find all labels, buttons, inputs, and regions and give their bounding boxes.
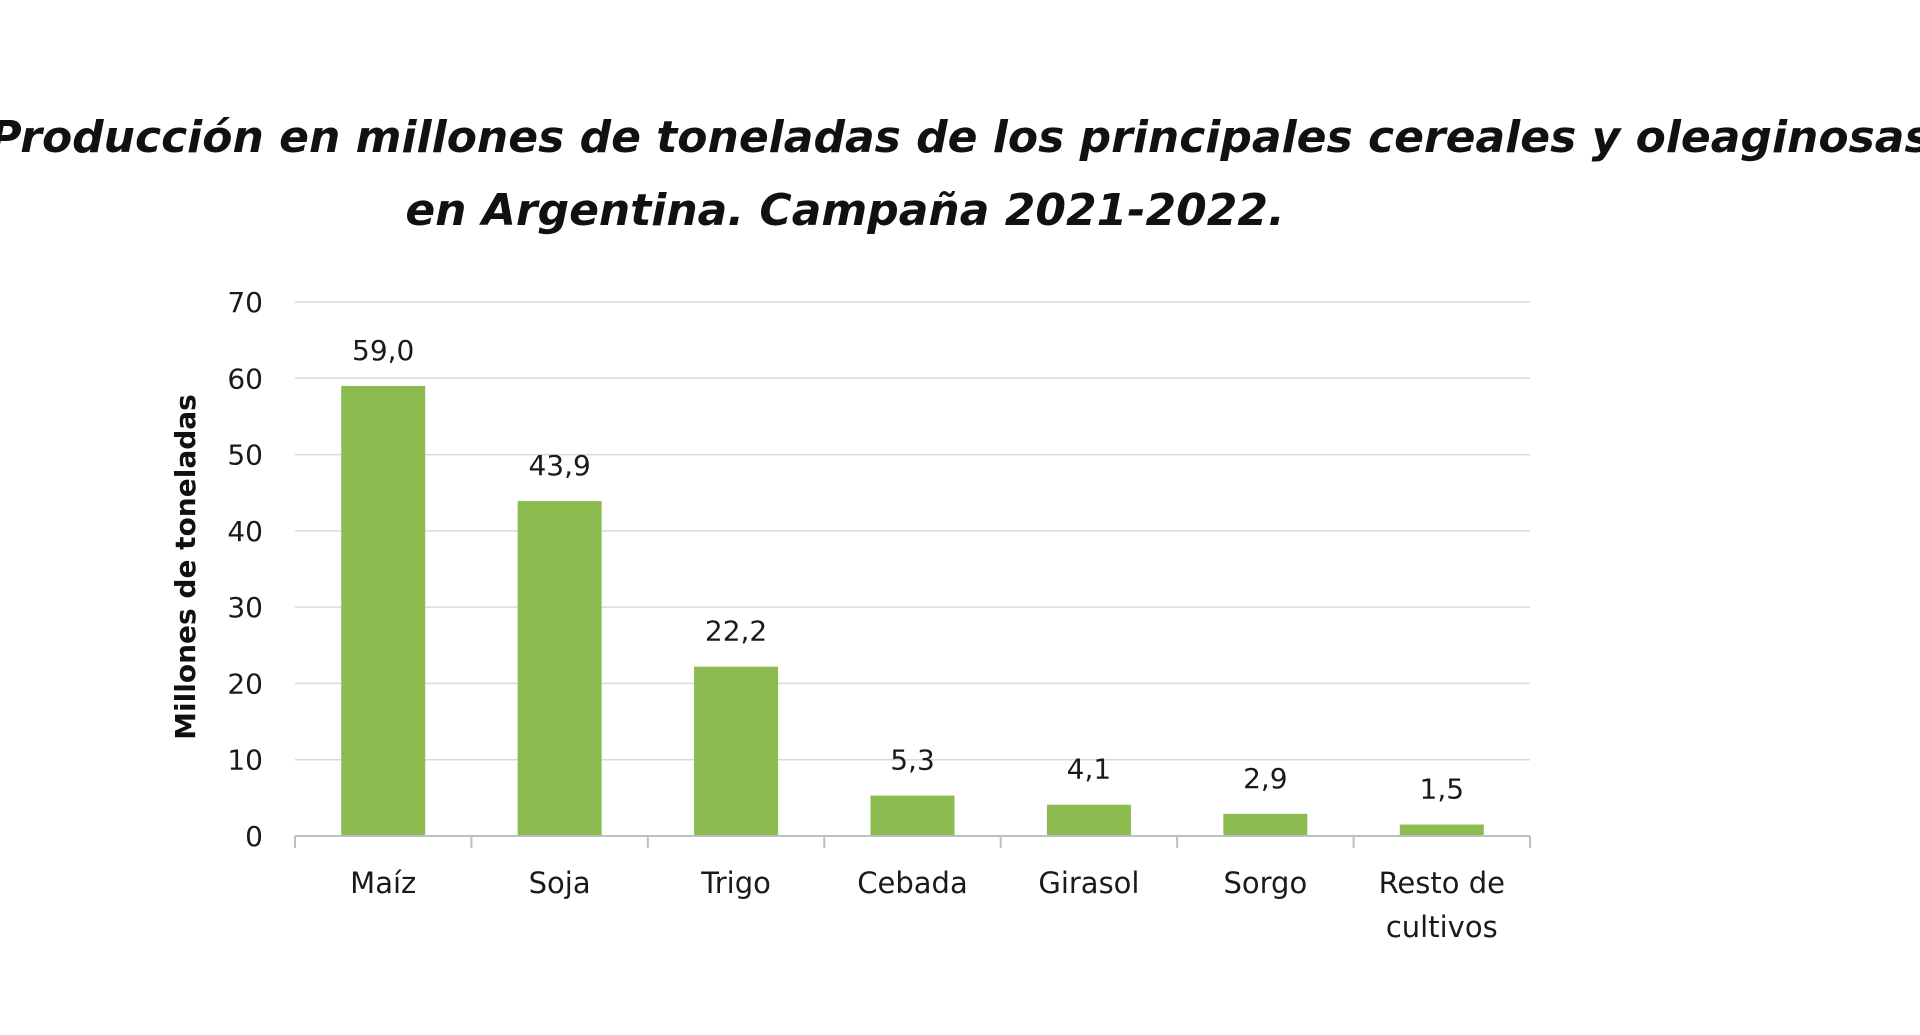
y-tick-label: 70 (227, 286, 263, 319)
x-axis-categories: Maíz Soja Trigo Cebada Girasol Sorgo Resto de c… (350, 866, 1505, 944)
data-label: 22,2 (705, 615, 767, 648)
category-label: Resto de (1379, 866, 1505, 900)
data-labels: 59,0 43,9 22,2 5,3 4,1 2,9 1,5 (352, 334, 1464, 806)
data-label: 5,3 (890, 744, 935, 777)
y-tick-label: 40 (227, 515, 263, 548)
y-tick-label: 10 (227, 744, 263, 777)
category-label: Maíz (350, 866, 416, 900)
category-label: cultivos (1386, 910, 1498, 944)
bar (1223, 813, 1308, 836)
data-label: 59,0 (352, 334, 414, 367)
y-tick-label: 30 (227, 591, 263, 624)
chart-title-line-1: Producción en millones de toneladas de l… (0, 112, 1920, 163)
y-axis-label: Millones de toneladas (169, 394, 202, 740)
data-label: 43,9 (528, 449, 590, 482)
category-label: Girasol (1038, 866, 1139, 900)
y-tick-label: 50 (227, 439, 263, 472)
category-label: Sorgo (1223, 866, 1307, 900)
y-axis-ticks: 0 10 20 30 40 50 60 70 (227, 286, 263, 853)
data-label: 4,1 (1067, 753, 1112, 786)
bar (1399, 824, 1484, 836)
bar (1046, 804, 1131, 836)
bar (517, 501, 602, 836)
data-label: 1,5 (1420, 773, 1465, 806)
bar (694, 666, 779, 836)
y-tick-label: 20 (227, 667, 263, 700)
gridlines (295, 301, 1530, 761)
data-label: 2,9 (1243, 762, 1288, 795)
chart-title-line-2: en Argentina. Campaña 2021-2022. (405, 185, 1284, 236)
category-label: Trigo (700, 866, 771, 900)
category-label: Cebada (857, 866, 967, 900)
x-axis (294, 835, 1531, 848)
bar (341, 385, 426, 836)
bars (341, 385, 1484, 836)
y-tick-label: 0 (245, 820, 263, 853)
category-label: Soja (529, 866, 591, 900)
bar (870, 795, 955, 836)
y-tick-label: 60 (227, 362, 263, 395)
